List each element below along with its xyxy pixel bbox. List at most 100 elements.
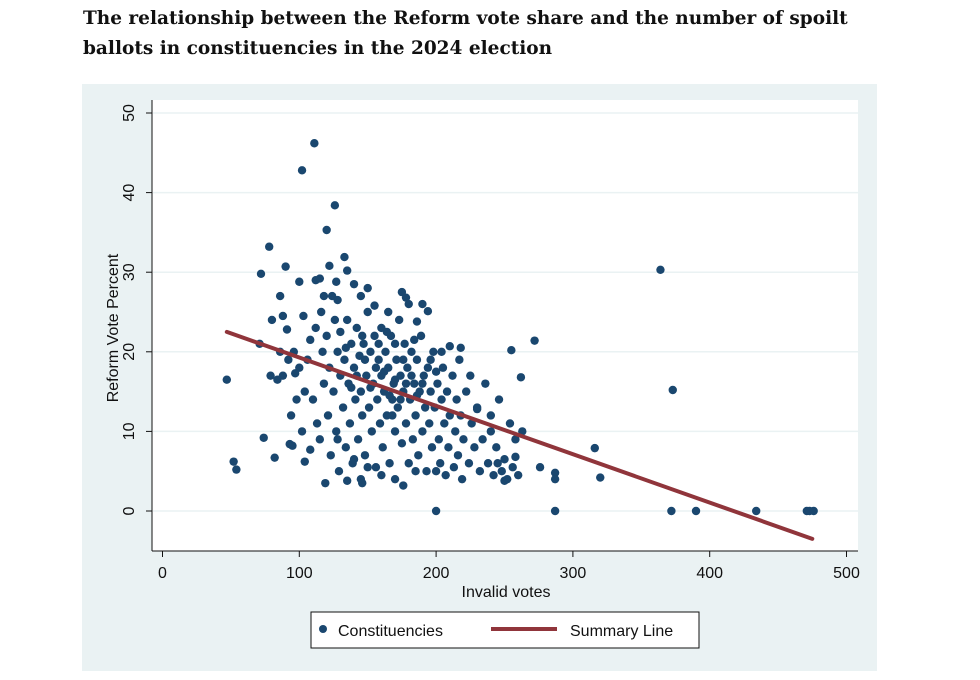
data-point bbox=[358, 478, 367, 488]
data-point bbox=[340, 252, 349, 262]
data-point bbox=[401, 419, 411, 428]
data-point bbox=[470, 443, 479, 452]
data-point bbox=[390, 339, 400, 349]
data-point bbox=[347, 383, 356, 392]
data-point bbox=[426, 355, 435, 364]
data-point bbox=[256, 269, 266, 278]
y-tick-label: 30 bbox=[121, 263, 138, 281]
data-point bbox=[590, 443, 599, 453]
data-point bbox=[295, 363, 304, 372]
data-point bbox=[478, 435, 487, 444]
data-point bbox=[461, 387, 471, 396]
data-point bbox=[349, 455, 359, 464]
x-axis-label: Invalid votes bbox=[462, 584, 551, 601]
data-point bbox=[315, 435, 325, 444]
data-point bbox=[550, 506, 560, 516]
data-point bbox=[341, 443, 351, 452]
data-point bbox=[267, 315, 277, 325]
data-point bbox=[507, 346, 516, 355]
data-point bbox=[363, 307, 372, 317]
data-point bbox=[407, 371, 416, 380]
data-point bbox=[452, 395, 461, 404]
data-point bbox=[299, 311, 308, 321]
data-point bbox=[530, 336, 539, 345]
data-point bbox=[300, 387, 309, 396]
data-point bbox=[550, 474, 560, 484]
data-point bbox=[336, 327, 345, 337]
data-point bbox=[323, 411, 333, 420]
data-point bbox=[297, 427, 307, 436]
data-point bbox=[403, 363, 412, 372]
data-point bbox=[396, 395, 405, 404]
data-point bbox=[486, 427, 496, 436]
data-point bbox=[453, 451, 463, 460]
data-point bbox=[345, 419, 355, 428]
y-tick-label: 50 bbox=[121, 104, 138, 122]
data-point bbox=[656, 265, 665, 275]
data-point bbox=[451, 427, 460, 436]
data-point bbox=[333, 347, 342, 356]
data-point bbox=[363, 463, 372, 472]
chart-title: The relationship between the Reform vote… bbox=[83, 8, 848, 59]
y-tick-label: 10 bbox=[121, 422, 138, 440]
data-point bbox=[418, 379, 427, 388]
data-point bbox=[358, 331, 367, 341]
data-point bbox=[362, 371, 371, 380]
data-point bbox=[494, 395, 504, 404]
x-tick-label: 300 bbox=[560, 565, 587, 582]
data-point bbox=[431, 506, 441, 516]
data-point bbox=[397, 439, 407, 448]
data-point bbox=[330, 315, 340, 325]
data-point bbox=[363, 283, 372, 293]
data-point bbox=[374, 339, 383, 349]
data-point bbox=[332, 427, 341, 436]
data-point bbox=[326, 451, 335, 460]
data-point bbox=[400, 339, 409, 349]
data-point bbox=[371, 463, 381, 472]
data-point bbox=[492, 443, 501, 452]
data-point bbox=[321, 478, 330, 488]
data-point bbox=[366, 347, 375, 356]
data-point bbox=[385, 391, 394, 400]
data-point bbox=[445, 342, 454, 351]
data-point bbox=[360, 355, 370, 364]
data-point bbox=[322, 331, 331, 341]
data-point bbox=[503, 474, 512, 484]
data-point bbox=[449, 463, 459, 472]
data-point bbox=[418, 299, 427, 309]
data-point bbox=[467, 419, 476, 428]
y-tick-label: 20 bbox=[121, 343, 138, 361]
data-point bbox=[431, 467, 441, 476]
data-point bbox=[270, 453, 279, 462]
data-point bbox=[423, 363, 433, 372]
legend-label-constituencies: Constituencies bbox=[338, 623, 443, 640]
data-point bbox=[416, 331, 426, 341]
x-tick-label: 100 bbox=[286, 565, 313, 582]
x-tick-label: 0 bbox=[158, 565, 167, 582]
data-point bbox=[535, 463, 545, 472]
data-point bbox=[500, 455, 509, 464]
legend: Constituencies Summary Line bbox=[310, 611, 700, 649]
data-point bbox=[394, 315, 404, 325]
data-point bbox=[427, 443, 437, 452]
data-point bbox=[404, 459, 413, 468]
data-point bbox=[422, 467, 431, 476]
data-point bbox=[364, 403, 374, 412]
data-point bbox=[464, 459, 474, 468]
data-point bbox=[319, 291, 329, 301]
data-point bbox=[419, 371, 428, 380]
data-point bbox=[440, 419, 449, 428]
data-point bbox=[486, 411, 496, 420]
data-point bbox=[381, 347, 390, 356]
data-point bbox=[752, 506, 761, 516]
data-point bbox=[429, 347, 438, 356]
data-point bbox=[393, 403, 402, 412]
legend-label-summary-line: Summary Line bbox=[570, 623, 673, 640]
data-point bbox=[318, 347, 327, 356]
data-point bbox=[332, 277, 341, 286]
data-point bbox=[286, 411, 296, 420]
x-tick-label: 400 bbox=[696, 565, 723, 582]
data-point bbox=[370, 301, 379, 310]
data-point bbox=[310, 139, 319, 148]
